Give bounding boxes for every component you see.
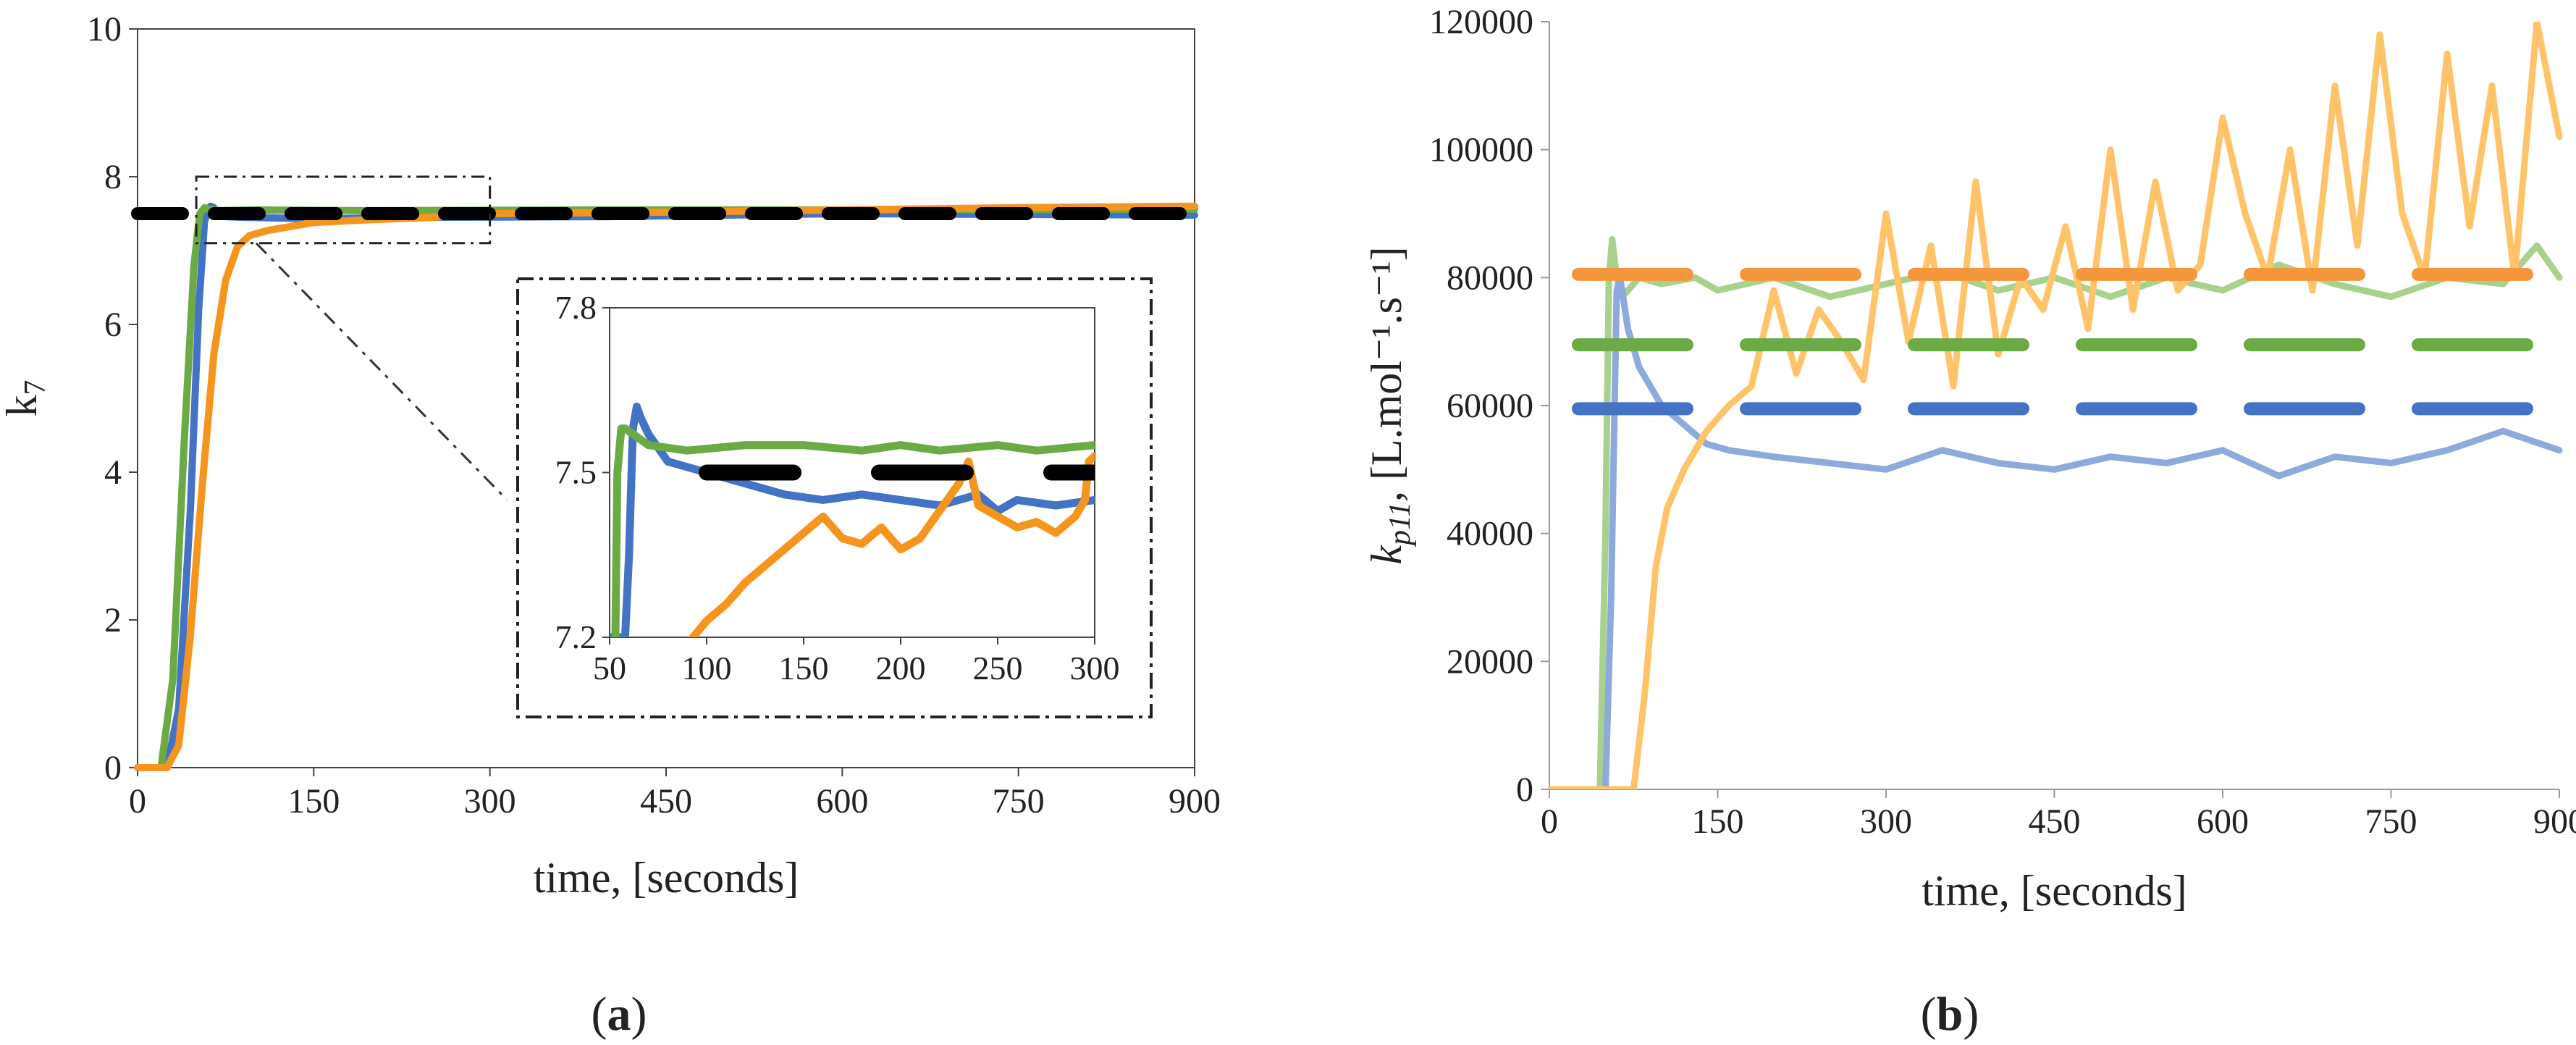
panel-label-b-letter: b [1937,988,1963,1041]
x-tick-label-750: 750 [993,782,1045,821]
zoom-box [195,175,492,245]
y-tick-label-120000: 120000 [1429,3,1533,41]
chart-b: 0 20000 40000 60000 80000 100000 120000 0 150 300… [1363,3,2576,1041]
y-tick-label-40000: 40000 [1447,515,1533,553]
x-tick-label-900: 900 [2533,802,2576,841]
inset-x-tick-label-200: 200 [876,650,926,687]
panel-label-a-open: ( [592,988,607,1041]
inset-x-tick-label-250: 250 [973,650,1023,687]
panel-label-b-close: ) [1963,988,1979,1041]
series-group [1549,22,2563,789]
inset-x-tick-label-50: 50 [593,650,626,687]
y-tick-label-6: 6 [104,306,122,344]
y-tick-label-8: 8 [104,158,122,196]
inset-series-green-line [611,424,1095,637]
x-tick-label-0: 0 [1541,802,1558,841]
y-tick-label-20000: 20000 [1447,642,1533,681]
series-green-line [1549,235,2563,789]
x-tick-label-450: 450 [2029,802,2081,841]
panel-label-a-close: ) [631,988,647,1041]
inset-x-tick-label-100: 100 [682,650,732,687]
inset-y-tick-label-7.2: 7.2 [555,618,597,655]
inset-y-tick-label-7.5: 7.5 [555,454,597,491]
y-tick-label-60000: 60000 [1447,387,1533,425]
y-axis-title-subscript: 7 [19,380,52,395]
panel-label-b: (b) [1921,988,1979,1041]
x-tick-label-900: 900 [1169,782,1221,821]
x-tick-label-600: 600 [816,782,868,821]
x-tick-label-300: 300 [1860,802,1912,841]
inset-x-tick-label-300: 300 [1070,650,1120,687]
y-axis-title-units: , [L.mol⁻¹.s⁻¹] [1363,246,1410,502]
inset-x-tick-label-150: 150 [779,650,829,687]
y-tick-label-80000: 80000 [1447,259,1533,297]
x-tick-label-0: 0 [129,782,146,821]
y-axis-title-main: k [1363,545,1410,565]
x-tick-label-600: 600 [2197,802,2249,841]
y-tick-label-0: 0 [1516,771,1533,809]
x-tick-label-300: 300 [464,782,516,821]
inset-series-orange-line [689,452,1095,637]
y-axis-title-main: k [0,395,46,417]
x-axis-title: time, [seconds] [534,854,799,902]
inset-series-group [610,403,1095,637]
y-tick-label-10: 10 [87,10,122,49]
y-axis-title-subscript: p11 [1384,502,1417,547]
inset-series-blue-line [610,403,1095,637]
x-tick-label-450: 450 [640,782,692,821]
x-axis-title: time, [seconds] [1922,867,2187,915]
inset-connector [255,242,508,501]
panel-label-a: (a) [592,988,647,1041]
x-tick-label-150: 150 [1692,802,1744,841]
panel-label-a-letter: a [607,988,631,1041]
y-tick-label-100000: 100000 [1429,131,1533,169]
x-tick-label-150: 150 [287,782,340,821]
series-orange-line [1549,22,2563,789]
y-axis-title: kp11, [L.mol⁻¹.s⁻¹] [1363,246,1417,564]
inset-y-tick-label-7.8: 7.8 [555,289,597,326]
y-tick-label-0: 0 [104,749,122,787]
x-tick-label-750: 750 [2365,802,2417,841]
panel-label-b-open: ( [1921,988,1937,1041]
y-axis-title: k7 [0,380,52,417]
y-tick-label-4: 4 [104,453,122,492]
y-tick-label-2: 2 [104,601,122,639]
series-blue-line [1549,274,2563,789]
